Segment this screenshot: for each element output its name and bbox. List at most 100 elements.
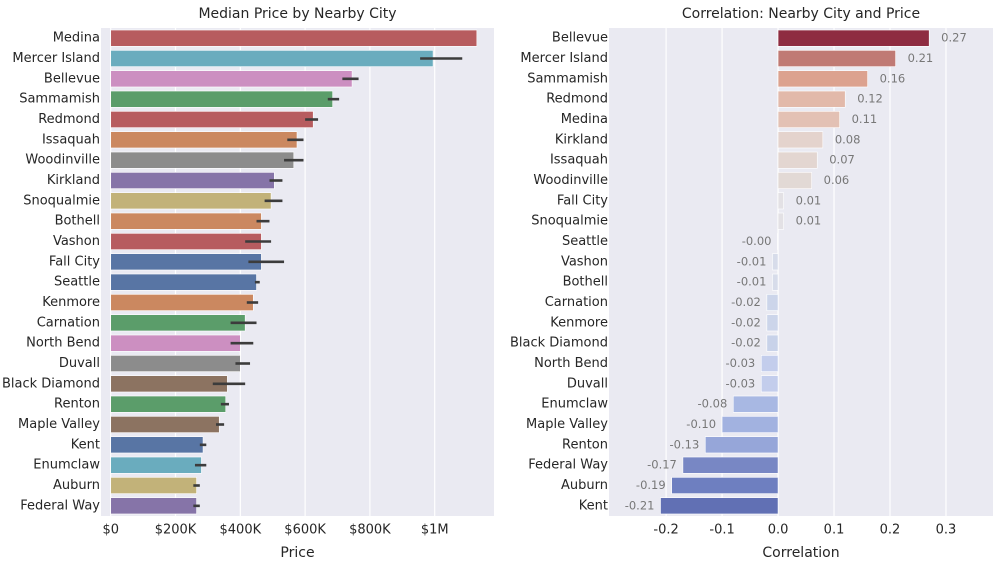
y-tick-label: Duvall bbox=[567, 376, 608, 391]
x-tick-label: 0.0 bbox=[768, 523, 789, 538]
bar bbox=[110, 395, 227, 413]
value-label: 0.08 bbox=[835, 132, 861, 146]
bar bbox=[110, 314, 246, 332]
y-tick-label: Kenmore bbox=[550, 315, 608, 330]
x-tick-label: -0.2 bbox=[653, 523, 678, 538]
y-tick-label: Black Diamond bbox=[2, 376, 100, 391]
value-label: -0.21 bbox=[625, 498, 655, 512]
bar bbox=[110, 90, 333, 108]
bar bbox=[110, 294, 254, 311]
bar bbox=[110, 456, 202, 474]
y-tick-label: Kent bbox=[579, 498, 608, 513]
x-tick-label: 0.3 bbox=[936, 523, 957, 538]
y-tick-label: Mercer Island bbox=[520, 51, 608, 66]
bar bbox=[721, 416, 779, 433]
bar bbox=[110, 253, 262, 271]
bar bbox=[110, 192, 272, 210]
bar bbox=[110, 233, 262, 250]
y-tick-label: Fall City bbox=[49, 254, 100, 269]
x-tick-label: $800K bbox=[349, 523, 391, 538]
y-tick-label: Black Diamond bbox=[510, 336, 608, 351]
bar bbox=[777, 111, 840, 128]
y-tick-label: Vashon bbox=[53, 234, 100, 249]
y-tick-label: North Bend bbox=[534, 356, 608, 371]
bar bbox=[110, 334, 241, 352]
y-tick-label: Enumclaw bbox=[33, 458, 100, 473]
y-tick-label: Medina bbox=[561, 112, 608, 127]
bar bbox=[110, 212, 262, 230]
y-tick-label: Auburn bbox=[561, 478, 608, 493]
x-axis-label: Correlation bbox=[762, 545, 839, 561]
y-tick-label: Maple Valley bbox=[526, 417, 608, 432]
value-label: -0.02 bbox=[731, 336, 761, 350]
y-tick-label: Renton bbox=[54, 397, 100, 412]
y-tick-label: Renton bbox=[562, 437, 608, 452]
value-label: 0.12 bbox=[857, 92, 883, 106]
value-label: -0.08 bbox=[698, 397, 728, 411]
y-tick-label: Federal Way bbox=[528, 458, 608, 473]
y-tick-label: Snoqualmie bbox=[23, 193, 100, 208]
y-tick-label: North Bend bbox=[26, 336, 100, 351]
y-tick-label: Bothell bbox=[563, 275, 608, 290]
x-tick-label: 0.1 bbox=[824, 523, 845, 538]
bar bbox=[732, 395, 779, 413]
bar bbox=[110, 131, 298, 149]
bar bbox=[777, 192, 784, 210]
y-tick-label: Redmond bbox=[546, 92, 608, 107]
value-label: 0.16 bbox=[880, 71, 906, 85]
y-tick-label: Kirkland bbox=[555, 132, 608, 147]
x-tick-label: $1M bbox=[421, 523, 449, 538]
bar bbox=[766, 294, 779, 311]
value-label: 0.07 bbox=[829, 153, 855, 167]
y-tick-label: Auburn bbox=[53, 478, 100, 493]
y-tick-label: Sammamish bbox=[19, 92, 100, 107]
value-label: -0.10 bbox=[686, 417, 716, 431]
x-tick-label: $0 bbox=[102, 523, 119, 538]
y-tick-label: Mercer Island bbox=[12, 51, 100, 66]
y-tick-label: Fall City bbox=[557, 193, 608, 208]
value-label: 0.21 bbox=[908, 51, 934, 65]
bar bbox=[110, 355, 241, 372]
x-tick-label: $200K bbox=[155, 523, 197, 538]
y-tick-label: Bellevue bbox=[44, 71, 100, 86]
bar bbox=[110, 111, 314, 128]
bar bbox=[110, 70, 353, 88]
bar bbox=[682, 456, 779, 474]
y-tick-label: Carnation bbox=[545, 295, 608, 310]
y-tick-label: Woodinville bbox=[25, 153, 100, 168]
bar bbox=[777, 70, 868, 88]
y-tick-label: Maple Valley bbox=[18, 417, 100, 432]
x-tick-label: 0.2 bbox=[880, 523, 901, 538]
y-tick-label: Seattle bbox=[54, 275, 100, 290]
bar bbox=[772, 253, 779, 271]
bar bbox=[110, 29, 478, 47]
y-tick-label: Kirkland bbox=[47, 173, 100, 188]
y-tick-label: Kent bbox=[71, 437, 100, 452]
bar bbox=[110, 151, 295, 169]
y-tick-label: Federal Way bbox=[20, 498, 100, 513]
y-tick-label: Bellevue bbox=[552, 31, 608, 46]
bar bbox=[777, 29, 930, 47]
value-label: -0.17 bbox=[647, 458, 677, 472]
y-tick-label: Issaquah bbox=[42, 132, 100, 147]
value-label: 0.01 bbox=[796, 214, 822, 228]
plot-area bbox=[609, 28, 993, 516]
y-tick-label: Vashon bbox=[561, 254, 608, 269]
bar bbox=[110, 477, 197, 494]
bar bbox=[110, 172, 275, 189]
value-label: -0.13 bbox=[670, 437, 700, 451]
bar bbox=[110, 497, 197, 515]
chart-title: Correlation: Nearby City and Price bbox=[682, 6, 920, 22]
value-label: -0.00 bbox=[742, 234, 772, 248]
bar bbox=[777, 233, 779, 250]
y-tick-label: Redmond bbox=[38, 112, 100, 127]
y-tick-label: Enumclaw bbox=[541, 397, 608, 412]
value-label: -0.03 bbox=[725, 356, 755, 370]
bar bbox=[110, 436, 204, 454]
bar bbox=[660, 497, 779, 515]
plot-area bbox=[101, 28, 494, 516]
y-tick-label: Kenmore bbox=[42, 295, 100, 310]
bar bbox=[777, 50, 896, 67]
x-tick-label: -0.1 bbox=[709, 523, 734, 538]
